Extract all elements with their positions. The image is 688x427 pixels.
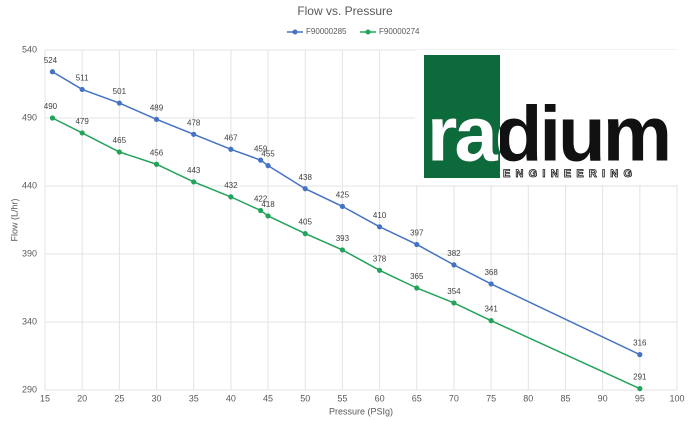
data-label: 443 [187,166,201,175]
point [191,131,197,137]
data-label: 368 [484,268,498,277]
legend-marker [365,29,371,35]
point [258,207,264,214]
point [302,231,308,237]
point [265,213,271,219]
y-axis-label: Flow (L/hr) [9,198,19,241]
point [488,318,494,324]
data-label: 405 [299,218,313,227]
y-tick-label: 290 [22,384,37,394]
point [116,100,122,106]
logo: radium radium ENGINEERING [415,50,680,185]
legend-label: F90000274 [379,27,420,36]
x-tick-label: 45 [263,393,273,403]
grid [44,49,678,391]
legend-label: F90000285 [306,27,347,36]
point [191,179,197,185]
y-tick-label: 440 [22,180,37,190]
data-label: 465 [113,136,127,145]
point [637,352,643,358]
x-tick-label: 75 [486,393,496,403]
point [79,86,85,93]
y-tick-label: 490 [22,112,37,122]
x-tick-label: 40 [226,393,236,403]
point [228,194,234,200]
y-tick-label: 540 [22,44,37,54]
point [49,115,56,121]
logo-text: radium [427,90,669,178]
data-label: 397 [410,229,424,238]
point [265,163,271,169]
data-label: 455 [261,150,275,159]
x-tick-label: 20 [77,393,87,403]
data-label: 378 [373,254,387,263]
logo-tagline: ENGINEERING [503,168,637,180]
x-tick-label: 15 [40,393,50,403]
point [451,262,457,268]
point [414,285,420,291]
y-tick-label: 340 [22,316,37,326]
data-label: 422 [254,195,268,204]
point [376,224,383,230]
x-tick-label: 95 [635,393,645,403]
point [49,69,56,75]
data-label: 501 [113,87,127,96]
data-label: 425 [336,191,350,200]
data-label: 479 [75,117,89,126]
data-label: 438 [299,173,313,182]
point [339,203,346,209]
x-tick-label: 55 [337,393,347,403]
x-tick-label: 60 [375,393,385,403]
data-label: 456 [150,148,164,157]
x-tick-label: 25 [114,393,124,403]
point [153,116,160,122]
logo-box [424,55,500,178]
point [258,157,264,163]
data-label: 467 [224,133,238,142]
point [302,186,308,192]
point [637,386,643,392]
x-tick-label: 70 [449,393,459,403]
x-tick-label: 35 [189,393,199,403]
x-tick-label: 100 [669,393,684,403]
logo-text-overlay: radium [427,90,669,178]
x-tick-label: 30 [152,393,162,403]
point [116,149,122,155]
point [228,146,234,152]
data-label: 316 [633,339,647,348]
x-tick-label: 85 [560,393,570,403]
chart-title: Flow vs. Pressure [297,4,393,18]
point [339,247,346,253]
data-label: 459 [254,144,268,153]
x-tick-label: 65 [412,393,422,403]
x-tick-label: 50 [300,393,310,403]
point [451,300,457,306]
y-tick-label: 390 [22,248,37,258]
data-label: 490 [44,102,58,111]
data-label: 382 [447,249,461,258]
point [153,161,160,167]
data-label: 410 [373,211,387,220]
x-tick-label: 80 [523,393,533,403]
point [488,281,494,287]
data-label: 511 [76,74,89,83]
data-label: 354 [447,287,461,296]
legend-marker [292,29,298,35]
data-label: 432 [224,181,238,190]
data-label: 524 [44,56,58,65]
data-label: 489 [150,103,164,112]
x-tick-label: 90 [598,393,608,403]
data-label: 418 [261,200,275,209]
point [376,267,383,273]
data-label: 393 [336,234,350,243]
point [79,130,85,136]
x-axis-label: Pressure (PSIg) [329,406,393,416]
point [414,241,420,248]
data-label: 341 [484,305,498,314]
data-label: 478 [187,118,201,127]
data-label: 291 [633,373,647,382]
data-label: 365 [410,272,424,281]
